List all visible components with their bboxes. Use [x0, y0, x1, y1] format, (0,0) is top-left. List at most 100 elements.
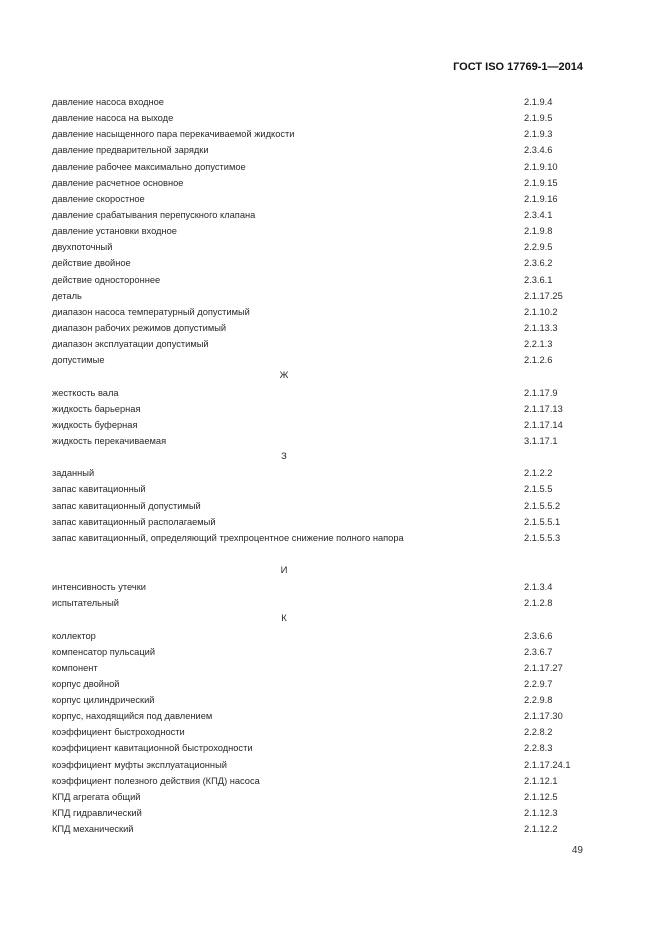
index-entry: коэффициент полезного действия (КПД) нас… — [52, 773, 592, 789]
index-reference: 2.3.6.1 — [524, 274, 553, 285]
index-reference: 2.1.10.2 — [524, 306, 558, 317]
index-term: запас кавитационный допустимый — [52, 500, 201, 511]
index-term: интенсивность утечки — [52, 582, 146, 593]
index-entry: коллектор 2.3.6.6 — [52, 628, 592, 644]
index-entry: запас кавитационный допустимый 2.1.5.5.2 — [52, 498, 592, 514]
index-entry: действие двойное 2.3.6.2 — [52, 255, 592, 271]
index-reference: 2.2.9.5 — [524, 242, 553, 253]
index-entry: давление предварительной зарядки 2.3.4.6 — [52, 142, 592, 158]
index-letter-heading: К — [281, 613, 287, 625]
index-reference: 2.1.9.15 — [524, 177, 558, 188]
index-term: жидкость перекачиваемая — [52, 435, 167, 446]
index-term: корпус, находящийся под давлением — [52, 711, 213, 722]
index-reference: 2.1.13.3 — [524, 322, 558, 333]
alphabetical-index: давление насоса входное 2.1.9.4 давление н… — [52, 94, 592, 837]
index-term: давление насоса входное — [52, 97, 164, 107]
index-entry: диапазон насоса температурный допустимый… — [52, 304, 592, 320]
index-reference: 3.1.17.1 — [524, 435, 558, 446]
index-entry: запас кавитационный, определяющий трехпр… — [52, 530, 592, 546]
index-term: коллектор — [52, 630, 96, 641]
index-entry: КПД гидравлический 2.1.12.3 — [52, 805, 592, 821]
index-reference: 2.1.17.27 — [524, 662, 563, 673]
index-reference: 2.3.6.2 — [524, 258, 553, 269]
index-entry: давление насыщенного пара перекачиваемой… — [52, 126, 592, 142]
index-term: компонент — [52, 662, 98, 673]
index-reference: 2.2.9.7 — [524, 678, 553, 689]
index-reference: 2.1.2.8 — [524, 598, 553, 609]
index-term: жидкость буферная — [52, 419, 138, 430]
index-term: коэффициент кавитационной быстроходности — [52, 743, 253, 754]
index-entry: давление насоса входное 2.1.9.4 — [52, 94, 592, 110]
index-entry: КПД механический 2.1.12.2 — [52, 821, 592, 837]
index-reference: 2.1.9.16 — [524, 193, 558, 204]
index-term: действие двойное — [52, 258, 131, 269]
index-entry: коэффициент кавитационной быстроходности… — [52, 740, 592, 756]
index-term: корпус цилиндрический — [52, 695, 155, 706]
index-term: диапазон эксплуатации допустимый — [52, 339, 209, 350]
index-term: КПД гидравлический — [52, 808, 142, 819]
index-term: коэффициент быстроходности — [52, 727, 185, 738]
index-reference: 2.1.5.5.3 — [524, 532, 561, 543]
index-term: давление насоса на выходе — [52, 113, 174, 124]
index-entry: жидкость барьерная 2.1.17.13 — [52, 401, 592, 417]
index-entry: давление расчетное основное 2.1.9.15 — [52, 175, 592, 191]
index-reference: 2.1.12.2 — [524, 824, 558, 835]
index-term: давление рабочее максимально допустимое — [52, 161, 246, 172]
index-term: КПД механический — [52, 824, 134, 835]
index-term: диапазон насоса температурный допустимый — [52, 306, 250, 317]
index-entry: коэффициент быстроходности 2.2.8.2 — [52, 724, 592, 740]
index-term: действие одностороннее — [52, 274, 161, 285]
index-entry: допустимые 2.1.2.6 — [52, 352, 592, 368]
index-term: давление установки входное — [52, 226, 177, 237]
page-number: 49 — [571, 845, 583, 856]
index-reference: 2.1.9.10 — [524, 161, 558, 172]
index-term: коэффициент полезного действия (КПД) нас… — [52, 775, 260, 786]
index-term: коэффициент муфты эксплуатационный — [52, 759, 227, 770]
index-reference: 2.1.17.14 — [524, 419, 563, 430]
index-entry: давление рабочее максимально допустимое 2… — [52, 159, 592, 175]
index-reference: 2.3.6.6 — [524, 630, 553, 641]
index-entry: действие одностороннее 2.3.6.1 — [52, 272, 592, 288]
index-term: запас кавитационный располагаемый — [52, 516, 216, 527]
index-entry: запас кавитационный располагаемый 2.1.5.5… — [52, 514, 592, 530]
index-reference: 2.2.1.3 — [524, 339, 553, 350]
index-reference: 2.1.12.1 — [524, 775, 558, 786]
index-term: компенсатор пульсаций — [52, 646, 156, 657]
index-entry: испытательный 2.1.2.8 — [52, 595, 592, 611]
index-entry: компенсатор пульсаций 2.3.6.7 — [52, 644, 592, 660]
index-term: запас кавитационный, определяющий трехпр… — [52, 532, 404, 543]
document-code-header: ГОСТ ISO 17769-1—2014 — [453, 61, 583, 73]
index-reference: 2.1.17.25 — [524, 290, 563, 301]
index-entry: корпус, находящийся под давлением 2.1.17.… — [52, 708, 592, 724]
index-entry: жидкость буферная 2.1.17.14 — [52, 417, 592, 433]
index-term: давление насыщенного пара перекачиваемой… — [52, 129, 295, 140]
index-term: испытательный — [52, 598, 119, 609]
index-reference: 2.1.3.4 — [524, 582, 553, 593]
index-term: диапазон рабочих режимов допустимый — [52, 322, 227, 333]
index-term: жесткость вала — [52, 387, 119, 398]
index-entry: коэффициент муфты эксплуатационный 2.1.17… — [52, 757, 592, 773]
index-reference: 2.2.8.2 — [524, 727, 553, 738]
index-term: давление срабатывания перепускного клапа… — [52, 209, 256, 220]
index-reference: 2.1.5.5.1 — [524, 516, 561, 527]
index-term: давление скоростное — [52, 193, 145, 204]
index-reference: 2.1.2.2 — [524, 468, 553, 479]
index-entry: корпус цилиндрический 2.2.9.8 — [52, 692, 592, 708]
index-term: заданный — [52, 468, 95, 479]
index-entry: жидкость перекачиваемая 3.1.17.1 — [52, 433, 592, 449]
index-reference: 2.1.9.5 — [524, 113, 553, 124]
index-entry: двухпоточный 2.2.9.5 — [52, 239, 592, 255]
spacer — [52, 546, 592, 563]
index-reference: 2.1.9.4 — [524, 97, 553, 107]
index-entry: жесткость вала 2.1.17.9 — [52, 385, 592, 401]
index-reference: 2.1.12.5 — [524, 791, 558, 802]
index-reference: 2.1.9.8 — [524, 226, 553, 237]
index-entry: корпус двойной 2.2.9.7 — [52, 676, 592, 692]
index-term: двухпоточный — [52, 242, 113, 253]
index-reference: 2.1.5.5.2 — [524, 500, 561, 511]
index-entry: запас кавитационный 2.1.5.5 — [52, 481, 592, 497]
index-reference: 2.1.9.3 — [524, 129, 553, 140]
index-entry: интенсивность утечки 2.1.3.4 — [52, 579, 592, 595]
index-term: давление предварительной зарядки — [52, 145, 209, 156]
